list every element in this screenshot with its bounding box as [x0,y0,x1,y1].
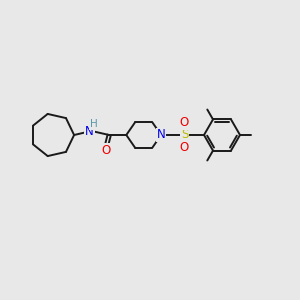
Text: N: N [85,125,94,138]
Text: H: H [90,119,98,129]
Text: O: O [102,144,111,157]
Text: O: O [180,116,189,129]
Text: N: N [157,128,166,142]
Text: S: S [181,128,188,142]
Text: O: O [180,141,189,154]
